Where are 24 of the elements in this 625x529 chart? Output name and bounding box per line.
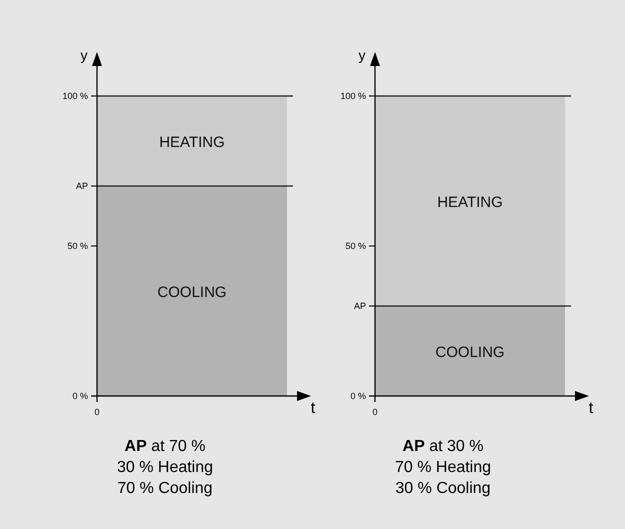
y-axis-title: y [358,47,366,63]
text: 70 % Cooling [117,480,213,497]
text: 0 [94,407,100,417]
text: AP at 30 % [402,438,484,455]
y-tick-label: 100 % [62,91,88,101]
series-label: HEATING [437,194,503,211]
text: 30 % Heating [116,459,214,476]
series-label: COOLING [435,344,505,361]
y-tick-label: AP [76,181,88,191]
x-axis-title: t [588,400,594,417]
y-tick-label: 50 % [67,241,88,251]
y-tick-label: 0 % [350,391,366,401]
y-tick-label: 50 % [345,241,366,251]
y-tick-label: 100 % [340,91,366,101]
series-label: HEATING [159,134,225,151]
text: 0 [372,407,378,417]
x-axis-title: t [310,400,316,417]
text: 70 % Heating [394,459,492,476]
y-tick-label: 0 % [72,391,88,401]
y-tick-label: AP [354,301,366,311]
series-label: COOLING [157,284,227,301]
text: 30 % Cooling [395,480,491,497]
text: AP at 70 % [124,438,206,455]
y-axis-title: y [80,47,88,63]
